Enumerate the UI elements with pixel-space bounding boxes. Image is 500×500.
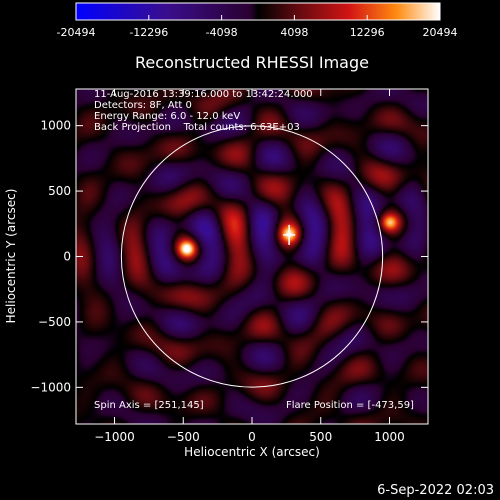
- colorbar-tick-label: -12296: [129, 26, 168, 39]
- flare-marker: [283, 224, 296, 245]
- colorbar-tick-label: 12296: [350, 26, 385, 39]
- footer-date: 6-Sep-2022 02:03: [377, 483, 494, 498]
- x-tick-label: 1000: [374, 430, 405, 444]
- y-tick-label: −500: [38, 315, 71, 329]
- x-tick-label: 500: [309, 430, 332, 444]
- colorbar-gradient: [75, 2, 441, 21]
- flare-position-label: Flare Position = [-473,59]: [286, 400, 414, 411]
- y-tick-label: 0: [63, 250, 71, 264]
- colorbar-ticks: -20494 -12296 -4098 4098 12296 20494: [57, 15, 458, 39]
- y-tick-label: −1000: [30, 380, 71, 394]
- heatmap-image: [76, 89, 428, 424]
- colorbar-tick-label: 20494: [423, 26, 458, 39]
- colorbar-tick-label: 4098: [280, 26, 308, 39]
- chart-title: Reconstructed RHESSI Image: [135, 53, 369, 72]
- y-axis-label: Heliocentric Y (arcsec): [4, 189, 18, 324]
- x-tick-label: 0: [248, 430, 256, 444]
- x-axis-label: Heliocentric X (arcsec): [184, 445, 320, 459]
- spin-axis-label: Spin Axis = [251,145]: [94, 400, 204, 411]
- colorbar-tick-label: -4098: [206, 26, 238, 39]
- info-line-time: 11-Aug-2016 13:39:16.000 to 13:42:24.000: [94, 89, 313, 100]
- info-line-detectors: Detectors: 8F, Att 0: [94, 100, 192, 111]
- y-tick-label: 1000: [40, 119, 71, 133]
- solar-limb-circle: [120, 125, 384, 388]
- y-tick-label: 500: [48, 184, 71, 198]
- info-line-method: Back Projection Total counts: 6.63E+03: [94, 122, 300, 133]
- info-line-energy: Energy Range: 6.0 - 12.0 keV: [94, 111, 240, 122]
- x-tick-label: −1000: [94, 430, 135, 444]
- y-axis-ticks: −1000 −500 0 500 1000: [30, 119, 428, 394]
- colorbar-tick-label: -20494: [57, 26, 96, 39]
- x-tick-label: −500: [167, 430, 200, 444]
- heatmap-raster: [76, 89, 428, 424]
- info-block: 11-Aug-2016 13:39:16.000 to 13:42:24.000…: [94, 89, 313, 133]
- x-axis-ticks: −1000 −500 0 500 1000: [94, 89, 405, 444]
- colorbar: -20494 -12296 -4098 4098 12296 20494: [57, 2, 458, 39]
